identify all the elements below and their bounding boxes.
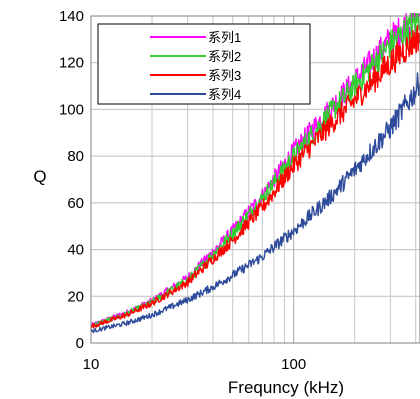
x-tick-label: 100 [281, 356, 306, 373]
y-tick-label: 60 [67, 195, 84, 212]
plot-area-border [90, 15, 420, 344]
y-tick-label: 40 [67, 242, 84, 259]
legend-label-2: 系列2 [208, 49, 241, 64]
x-tick-label: 10 [83, 356, 100, 373]
y-axis-label: Q [33, 167, 46, 186]
y-tick-label: 140 [59, 8, 84, 25]
legend-label-4: 系列4 [208, 87, 241, 102]
y-tick-label: 80 [67, 148, 84, 165]
legend-label-1: 系列1 [208, 30, 241, 45]
series-line-4 [90, 72, 420, 334]
series-lines [90, 12, 420, 334]
tick-labels: 0 20 40 60 80 100 120 140 10 100 [59, 8, 306, 373]
legend-label-3: 系列3 [208, 68, 241, 83]
y-tick-label: 100 [59, 101, 84, 118]
series-line-3 [90, 24, 420, 329]
x-axis-label: Frequncy (kHz) [228, 378, 344, 397]
legend: 系列1 系列2 系列3 系列4 [97, 23, 311, 105]
y-tick-label: 120 [59, 55, 84, 72]
y-tick-label: 0 [76, 335, 84, 352]
y-tick-label: 20 [67, 288, 84, 305]
